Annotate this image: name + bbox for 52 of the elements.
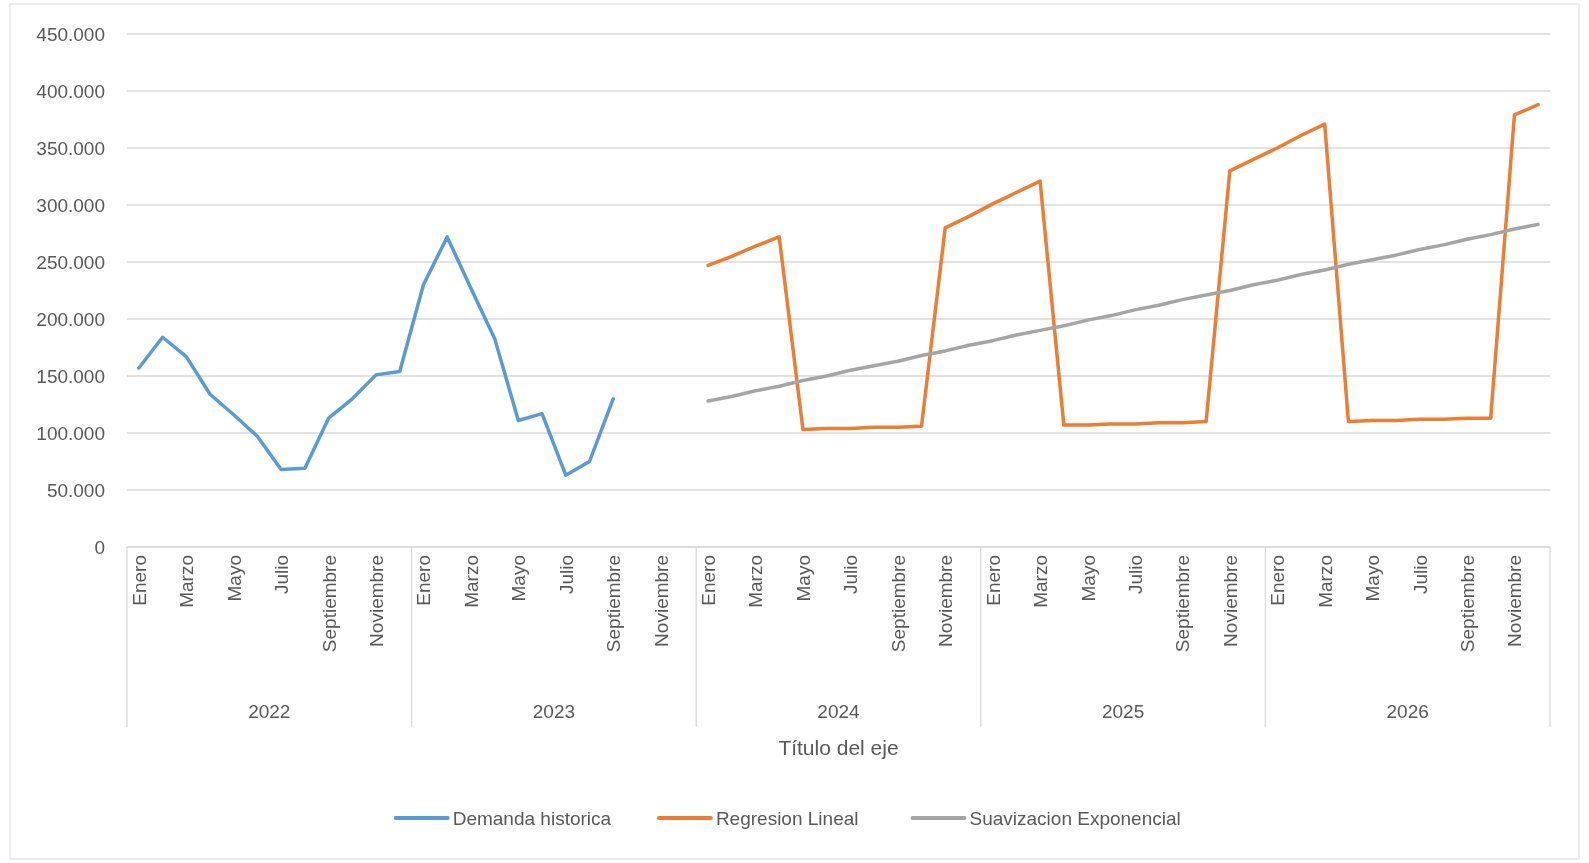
y-tick-label: 100.000 (36, 422, 105, 444)
x-tick-label: Septiembre (318, 555, 340, 653)
x-tick-label: Septiembre (1456, 555, 1478, 653)
x-tick-label: Julio (271, 555, 293, 595)
y-tick-label: 0 (94, 536, 105, 558)
y-tick-label: 200.000 (36, 308, 105, 330)
legend-label: Suavizacion Exponencial (969, 807, 1181, 829)
x-tick-label: Enero (413, 555, 435, 606)
x-axis-title: Título del eje (778, 736, 899, 759)
x-tick-label: Mayo (223, 555, 245, 602)
y-tick-label: 50.000 (46, 479, 105, 501)
x-tick-label: Julio (1409, 555, 1431, 595)
line-series (706, 102, 1540, 432)
x-tick-label: Septiembre (1172, 555, 1194, 653)
text: 2022 (248, 701, 291, 722)
y-tick-label: 150.000 (36, 365, 105, 387)
x-tick-label: Noviembre (366, 555, 388, 647)
y-tick-label: 400.000 (36, 80, 105, 102)
x-tick-label: Marzo (176, 555, 198, 608)
x-tick-label: Mayo (1362, 555, 1384, 602)
text: 2025 (1101, 701, 1145, 722)
x-tick-label: Julio (840, 555, 862, 595)
x-tick-label: Marzo (1314, 555, 1336, 608)
x-tick-label: Noviembre (650, 555, 672, 647)
x-tick-label: Mayo (508, 555, 530, 602)
x-tick-label: Noviembre (935, 555, 957, 647)
y-tick-label: 250.000 (36, 251, 105, 273)
x-tick-label: Enero (982, 555, 1004, 606)
x-tick-label: Enero (1267, 555, 1289, 606)
x-tick-label: Noviembre (1504, 555, 1526, 647)
x-tick-label: Septiembre (887, 555, 909, 653)
legend-label: Regresion Lineal (715, 807, 859, 829)
x-tick-label: Mayo (1077, 555, 1099, 602)
legend-label: Demanda historica (452, 807, 612, 829)
x-tick-label: Julio (1124, 555, 1146, 595)
y-tick-label: 450.000 (36, 23, 105, 45)
y-tick-label: 350.000 (36, 137, 105, 159)
line-series (137, 235, 615, 477)
x-tick-label: Enero (698, 555, 720, 606)
y-tick-label: 300.000 (36, 194, 105, 216)
x-tick-label: Enero (128, 555, 150, 606)
x-tick-label: Marzo (1030, 555, 1052, 608)
x-tick-label: Mayo (792, 555, 814, 602)
x-tick-label: Marzo (745, 555, 767, 608)
x-tick-label: Marzo (460, 555, 482, 608)
x-tick-label: Noviembre (1219, 555, 1241, 647)
line-series (706, 222, 1540, 403)
x-tick-label: Septiembre (603, 555, 625, 653)
text: 2026 (1386, 701, 1429, 722)
text: 2023 (532, 701, 576, 722)
x-tick-label: Julio (555, 555, 577, 595)
text: 2024 (817, 701, 861, 722)
